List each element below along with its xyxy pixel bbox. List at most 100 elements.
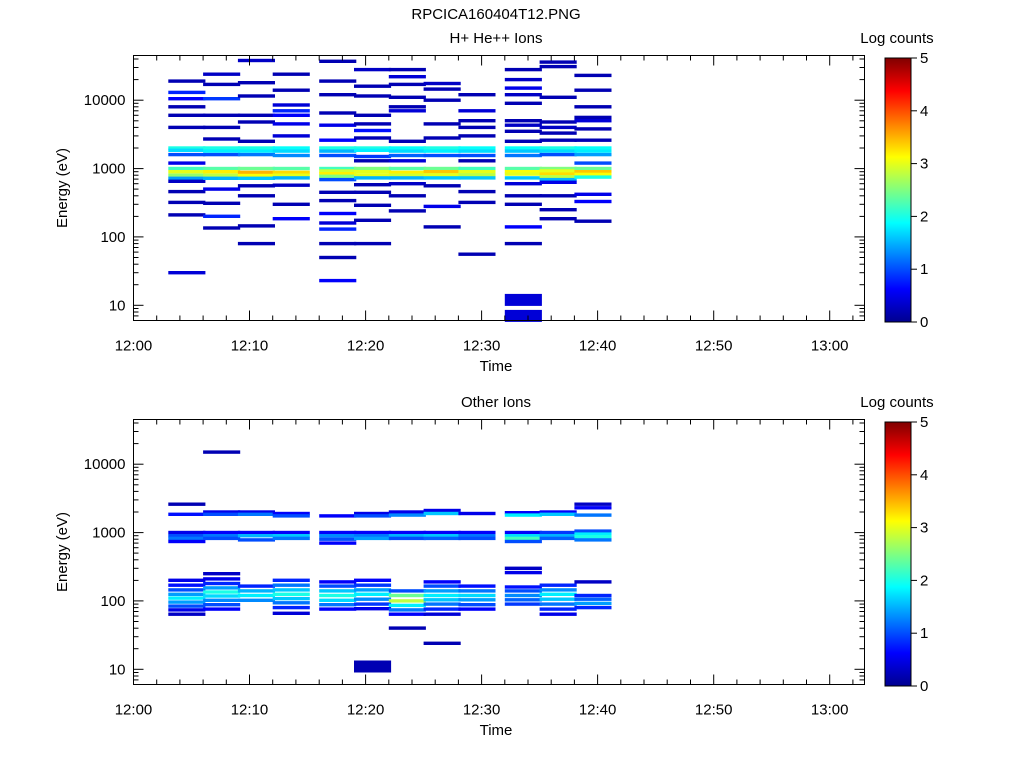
- colorbar-ticks: 0 1 2 3 4 5: [911, 414, 928, 695]
- heatmap-cell: [388, 105, 426, 109]
- heatmap-cell: [354, 176, 392, 180]
- y-tick-label: 10: [109, 661, 126, 678]
- heatmap-cell: [574, 152, 612, 157]
- heatmap-cell: [203, 125, 241, 130]
- heatmap-cell: [504, 123, 542, 127]
- heatmap-cell: [168, 179, 206, 183]
- heatmap-cell: [458, 200, 496, 205]
- heatmap-cell: [354, 583, 392, 587]
- y-axis-ticks: 10 100 1000 10000: [84, 58, 865, 321]
- heatmap-cell: [354, 534, 392, 538]
- heatmap-cell: [388, 139, 426, 143]
- heatmap-cell: [203, 512, 241, 516]
- heatmap-cell: [574, 535, 612, 539]
- heatmap-cell: [319, 59, 357, 63]
- heatmap-cell: [504, 77, 542, 82]
- heatmap-cell: [354, 146, 392, 150]
- heatmap-cell: [237, 139, 275, 143]
- heatmap-cell: [168, 90, 206, 95]
- heatmap-cell: [504, 176, 542, 180]
- heatmap-cell: [354, 170, 392, 174]
- x-axis-ticks: 12:00 12:10 12:20 12:30 12:40 12:50 13:00: [115, 55, 854, 355]
- heatmap-cell: [504, 570, 542, 575]
- heatmap-cell: [458, 589, 496, 593]
- heatmap-cell: [539, 583, 577, 587]
- y-axis-ticks: 10 100 1000 10000: [84, 422, 865, 685]
- heatmap-cell: [574, 513, 612, 517]
- heatmap-cell: [203, 226, 241, 230]
- heatmap-cell: [168, 213, 206, 217]
- heatmap-cell: [203, 170, 241, 174]
- heatmap-cell: [272, 173, 310, 177]
- heatmap-cell: [539, 60, 577, 64]
- y-tick-label: 100: [100, 593, 125, 610]
- heatmap-cell: [539, 180, 577, 184]
- heatmap-cell: [272, 109, 310, 113]
- heatmap-cell: [423, 184, 461, 188]
- heatmap-cell: [319, 541, 357, 545]
- heatmap-cell: [354, 84, 392, 88]
- heatmap-cell: [539, 149, 577, 153]
- heatmap-cell: [574, 219, 612, 223]
- panel-title: H+ He++ Ions: [450, 30, 543, 47]
- heatmap-cell: [319, 589, 357, 593]
- heatmap-cell: [423, 580, 461, 584]
- heatmap-cell: [574, 605, 612, 610]
- heatmap-cell: [168, 604, 206, 608]
- heatmap-cell: [237, 58, 275, 63]
- heatmap-cell: [272, 146, 310, 150]
- x-axis-label: Time: [480, 358, 513, 375]
- heatmap-cell: [388, 170, 426, 174]
- heatmap-cell: [272, 166, 310, 171]
- heatmap-cell: [574, 529, 612, 533]
- heatmap-cell: [354, 166, 392, 171]
- heatmap-cell: [504, 166, 542, 171]
- heatmap-cell: [272, 176, 310, 180]
- heatmap-cell: [388, 534, 426, 538]
- heatmap-cell: [504, 101, 542, 105]
- heatmap-cell: [354, 597, 392, 601]
- heatmap-cell: [354, 190, 392, 194]
- heatmap-cell: [319, 593, 357, 598]
- heatmap-cell: [319, 514, 357, 518]
- heatmap-cell: [168, 502, 206, 506]
- x-tick-label: 12:40: [579, 702, 617, 719]
- heatmap-cell: [272, 578, 310, 582]
- heatmap-cell: [504, 530, 542, 535]
- heatmap-cell: [237, 241, 275, 246]
- heatmap-cell: [458, 176, 496, 180]
- heatmap-cell: [423, 87, 461, 91]
- heatmap-cell: [319, 172, 357, 176]
- heatmap-cell: [237, 152, 275, 157]
- heatmap-cell: [168, 596, 206, 600]
- plot-frame: [133, 419, 865, 685]
- heatmap-cell: [272, 217, 310, 221]
- heatmap-cell: [203, 598, 241, 602]
- heatmap-cell: [319, 537, 357, 541]
- heatmap-cell: [272, 588, 310, 592]
- heatmap-cell: [319, 278, 357, 283]
- heatmap-cell: [388, 603, 426, 608]
- heatmap-cell: [458, 93, 496, 97]
- heatmap-cell: [388, 589, 426, 593]
- heatmap-cell: [272, 170, 310, 174]
- heatmap-cell: [319, 241, 357, 246]
- heatmap-cell: [354, 592, 392, 596]
- heatmap-cell: [539, 607, 577, 611]
- y-tick-label: 10000: [84, 456, 126, 473]
- heatmap-cell: [272, 583, 310, 587]
- heatmap-cell: [354, 241, 392, 246]
- heatmap-cell: [574, 532, 612, 536]
- heatmap-cell: [203, 510, 241, 514]
- heatmap-cell: [423, 641, 461, 645]
- heatmap-cell: [354, 511, 392, 516]
- heatmap-cell: [168, 534, 206, 538]
- colorbar-tick-label: 3: [920, 156, 928, 173]
- heatmap-cell: [237, 534, 275, 538]
- heatmap-cell: [504, 511, 542, 515]
- heatmap-cell: [168, 176, 206, 180]
- heatmap-cell: [458, 119, 496, 123]
- heatmap-cell: [539, 536, 577, 541]
- colorbar: Log counts 0 1 2 3 4 5: [860, 30, 933, 331]
